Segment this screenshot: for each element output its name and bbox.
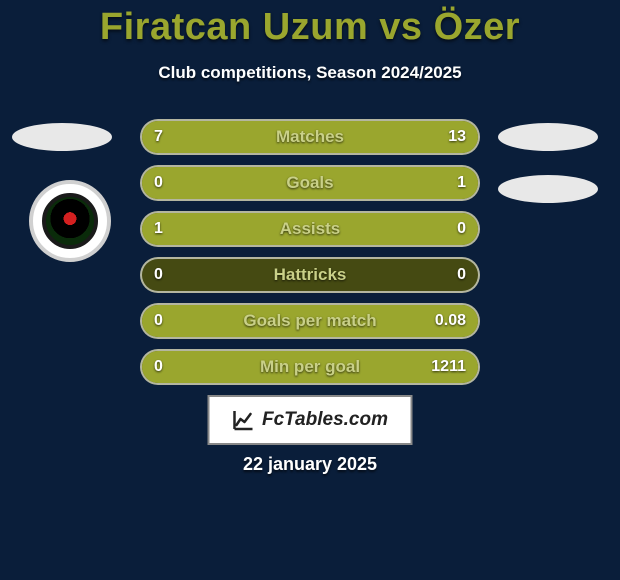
stat-row: Matches7 13 <box>140 119 480 155</box>
stat-right-value: 1211 <box>419 351 478 383</box>
stat-left-value: 0 <box>142 351 175 383</box>
stat-row: Goals0 1 <box>140 165 480 201</box>
stat-left-value: 1 <box>142 213 175 245</box>
stat-label: Assists <box>142 213 478 245</box>
footer-date: 22 january 2025 <box>0 454 620 475</box>
stat-right-value: 0.08 <box>423 305 478 337</box>
page-title: Firatcan Uzum vs Özer <box>0 0 620 49</box>
player-right-club-placeholder <box>498 175 598 203</box>
club-badge-emblem <box>42 193 98 249</box>
stat-label: Hattricks <box>142 259 478 291</box>
stat-row: Hattricks0 0 <box>140 257 480 293</box>
player-left-avatar-placeholder <box>12 123 112 151</box>
stat-right-value: 0 <box>445 213 478 245</box>
stat-left-value: 0 <box>142 305 175 337</box>
stat-left-value: 7 <box>142 121 175 153</box>
stat-row: Min per goal01211 <box>140 349 480 385</box>
stat-right-value: 13 <box>436 121 478 153</box>
player-right-avatar-placeholder <box>498 123 598 151</box>
comparison-bars: Matches713Goals01Assists10Hattricks00Goa… <box>140 119 480 395</box>
stat-row: Goals per match00.08 <box>140 303 480 339</box>
source-brand-text: FcTables.com <box>262 409 388 431</box>
stat-label: Goals <box>142 167 478 199</box>
stat-label: Matches <box>142 121 478 153</box>
chart-icon <box>232 408 256 432</box>
player-left-club-badge <box>29 180 111 262</box>
stat-left-value: 0 <box>142 259 175 291</box>
stat-left-value: 0 <box>142 167 175 199</box>
source-badge: FcTables.com <box>208 395 413 445</box>
stat-right-value: 1 <box>445 167 478 199</box>
stat-row: Assists1 0 <box>140 211 480 247</box>
stat-right-value: 0 <box>445 259 478 291</box>
page-subtitle: Club competitions, Season 2024/2025 <box>0 63 620 83</box>
